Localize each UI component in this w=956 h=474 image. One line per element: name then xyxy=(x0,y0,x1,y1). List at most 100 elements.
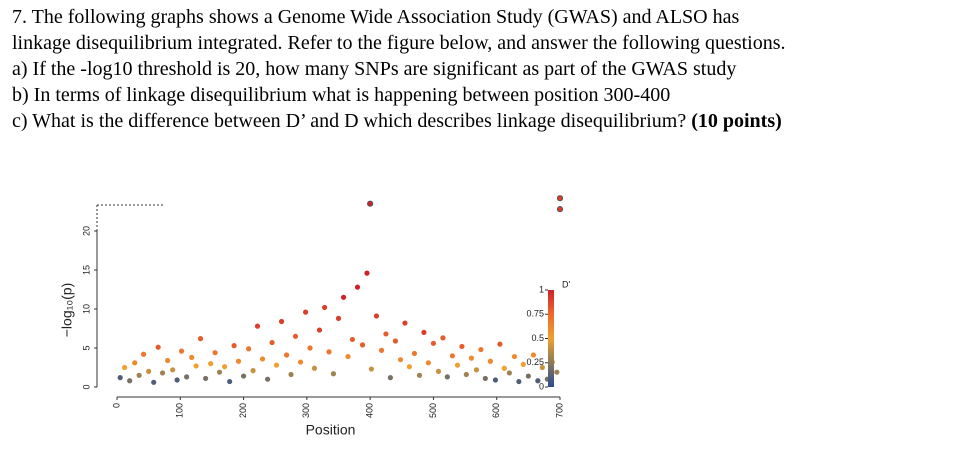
snp-point xyxy=(411,350,418,357)
x-tick-label: 300 xyxy=(301,403,311,418)
question-text: c) What is the difference between D’ and… xyxy=(12,110,692,132)
y-tick-label: 20 xyxy=(81,226,91,236)
question-text: linkage disequilibrium integrated. Refer… xyxy=(12,32,786,54)
snp-point xyxy=(121,364,128,371)
question-line: linkage disequilibrium integrated. Refer… xyxy=(12,30,952,56)
snp-point xyxy=(340,294,347,300)
snp-point xyxy=(440,335,446,341)
snp-point xyxy=(321,304,328,311)
snp-point xyxy=(140,351,147,357)
snp-point xyxy=(307,345,313,351)
snp-point xyxy=(473,367,480,373)
snp-point xyxy=(367,200,374,207)
question-text: b) In terms of linkage disequilibrium wh… xyxy=(12,84,671,106)
colorbar-label: D' xyxy=(562,279,570,289)
snp-point xyxy=(302,309,309,315)
snp-point xyxy=(231,343,237,349)
x-tick-label: 0 xyxy=(111,403,121,408)
colorbar xyxy=(548,290,554,387)
snp-point xyxy=(406,364,412,370)
y-axis-label: −log₁₀(p) xyxy=(59,283,75,338)
snp-point xyxy=(554,369,560,375)
snp-point xyxy=(227,378,233,385)
snp-point xyxy=(430,340,437,346)
x-tick-label: 500 xyxy=(428,403,438,418)
snp-point xyxy=(235,358,242,364)
snp-point xyxy=(378,347,385,353)
colorbar-tick-label: 1 xyxy=(539,284,544,294)
snp-point xyxy=(416,372,423,378)
snp-point xyxy=(221,364,228,370)
x-tick-label: 200 xyxy=(238,403,248,418)
question-text: 7. The following graphs shows a Genome W… xyxy=(12,6,740,28)
colorbar-tick-label: 0 xyxy=(539,381,544,391)
snp-point xyxy=(482,375,488,382)
snp-point xyxy=(520,361,526,367)
x-tick-label: 400 xyxy=(365,403,375,418)
colorbar-tick-label: 0.75 xyxy=(526,309,544,319)
snp-point xyxy=(292,333,299,339)
snp-point xyxy=(240,373,247,379)
snp-point xyxy=(216,369,223,375)
snp-point xyxy=(288,371,294,378)
snp-point xyxy=(174,377,180,383)
snp-point xyxy=(402,320,408,326)
snp-point xyxy=(184,374,190,380)
snp-point xyxy=(203,375,209,382)
y-tick-label: 5 xyxy=(81,345,91,350)
snp-point xyxy=(316,327,323,333)
snp-point xyxy=(492,377,499,383)
snp-point xyxy=(373,313,380,319)
snp-point xyxy=(556,195,564,202)
snp-point xyxy=(397,357,404,363)
snp-point xyxy=(146,368,152,374)
snp-point xyxy=(459,343,465,350)
colorbar-tick-label: 0.5 xyxy=(531,333,544,343)
colorbar-tick-label: 0.25 xyxy=(526,357,544,367)
y-tick-label: 10 xyxy=(81,304,91,314)
snp-point xyxy=(444,374,450,380)
x-tick-label: 600 xyxy=(491,403,501,418)
snp-point xyxy=(364,270,370,276)
snp-point xyxy=(392,338,399,344)
snp-point xyxy=(556,206,564,213)
snp-point xyxy=(311,365,318,371)
snp-point xyxy=(250,368,256,374)
snp-point xyxy=(349,336,356,343)
snp-point xyxy=(506,370,512,376)
snp-point xyxy=(155,344,161,350)
snp-point xyxy=(387,375,393,381)
snp-point xyxy=(269,339,275,346)
snp-point xyxy=(278,318,285,325)
snp-point xyxy=(151,379,157,385)
snp-point xyxy=(468,355,474,361)
snp-point xyxy=(478,346,484,353)
snp-point xyxy=(273,362,280,368)
question-text: a) If the -log10 threshold is 20, how ma… xyxy=(12,58,737,80)
snp-point xyxy=(297,359,304,365)
snp-point xyxy=(463,371,469,378)
x-tick-label: 700 xyxy=(554,403,564,418)
snp-point xyxy=(193,363,199,369)
snp-point xyxy=(189,354,195,360)
snp-point xyxy=(383,331,389,337)
snp-point xyxy=(454,362,461,368)
snp-point xyxy=(127,378,133,384)
snp-point xyxy=(539,364,545,371)
snp-point xyxy=(326,349,332,355)
snp-point xyxy=(265,376,271,382)
snp-point xyxy=(425,360,431,366)
points-label: (10 points) xyxy=(691,110,782,132)
snp-point xyxy=(487,358,493,364)
snp-point xyxy=(330,371,337,377)
question: 7. The following graphs shows a Genome W… xyxy=(12,4,952,134)
snp-point xyxy=(208,361,214,367)
x-tick-label: 100 xyxy=(175,403,185,418)
snp-point xyxy=(525,373,531,379)
question-line: 7. The following graphs shows a Genome W… xyxy=(12,4,952,30)
question-line: b) In terms of linkage disequilibrium wh… xyxy=(12,82,952,108)
snp-point xyxy=(497,341,503,347)
question-line: a) If the -log10 threshold is 20, how ma… xyxy=(12,56,952,82)
snp-point xyxy=(516,378,522,385)
